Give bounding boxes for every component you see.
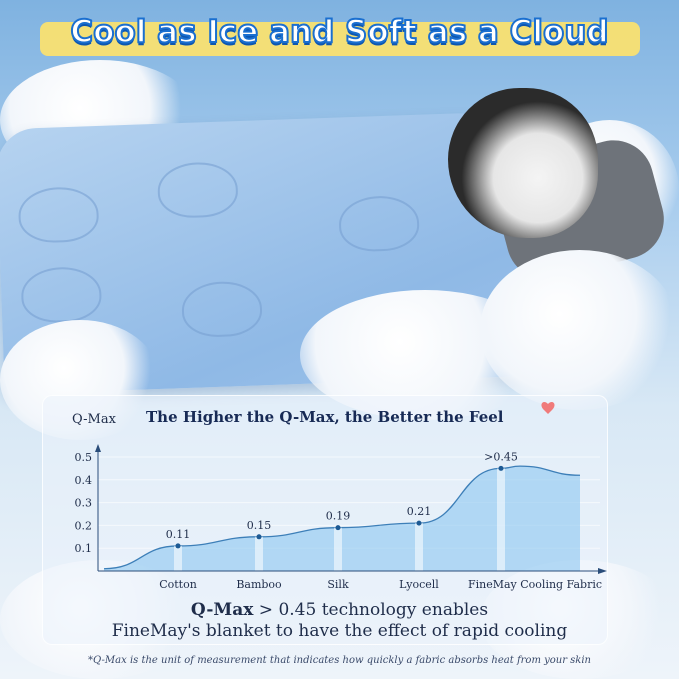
chart-title: The Higher the Q-Max, the Better the Fee… [146,408,504,426]
data-label: >0.45 [484,450,518,463]
y-tick-label: 0.3 [75,497,93,510]
x-tick-label: Silk [327,578,349,591]
description-line-1: Q-Max > 0.45 technology enables [0,600,679,620]
footnote: *Q-Max is the unit of measurement that i… [87,655,592,666]
y-tick-label: 0.5 [75,451,93,464]
x-tick-label: Cotton [159,578,197,591]
data-label: 0.19 [326,510,351,523]
x-tick-label: FineMay Cooling Fabric [468,578,602,591]
value-bar [255,536,263,571]
value-bar [174,545,182,571]
data-label: 0.21 [407,505,432,518]
headline: Cool as Ice and Soft as a Cloud [69,13,609,51]
value-bar [415,523,423,571]
data-point [416,520,422,526]
x-tick-label: Lyocell [399,578,439,591]
headline-highlight [40,22,640,56]
cloud [480,250,679,410]
y-tick-label: 0.1 [75,542,93,555]
data-label: 0.11 [166,528,191,541]
y-axis-arrow [95,444,101,452]
description-line-2: FineMay's blanket to have the effect of … [111,621,568,641]
value-bar [497,468,505,571]
data-point [498,465,504,471]
data-point [256,534,262,540]
data-label: 0.15 [247,519,272,532]
heart-icon [541,401,555,414]
x-axis-arrow [598,568,607,574]
data-point [335,525,341,531]
data-point [175,543,181,549]
y-axis-label: Q-Max [72,412,116,427]
area-fill [104,466,580,571]
series-line [103,465,581,570]
description-line-1-rest: > 0.45 technology enables [253,600,489,620]
x-tick-label: Bamboo [236,578,282,591]
value-bar [334,527,342,571]
y-tick-label: 0.4 [75,474,93,487]
qmax-bold: Q-Max [190,600,254,620]
dog-image [448,88,598,238]
y-tick-label: 0.2 [75,519,93,532]
